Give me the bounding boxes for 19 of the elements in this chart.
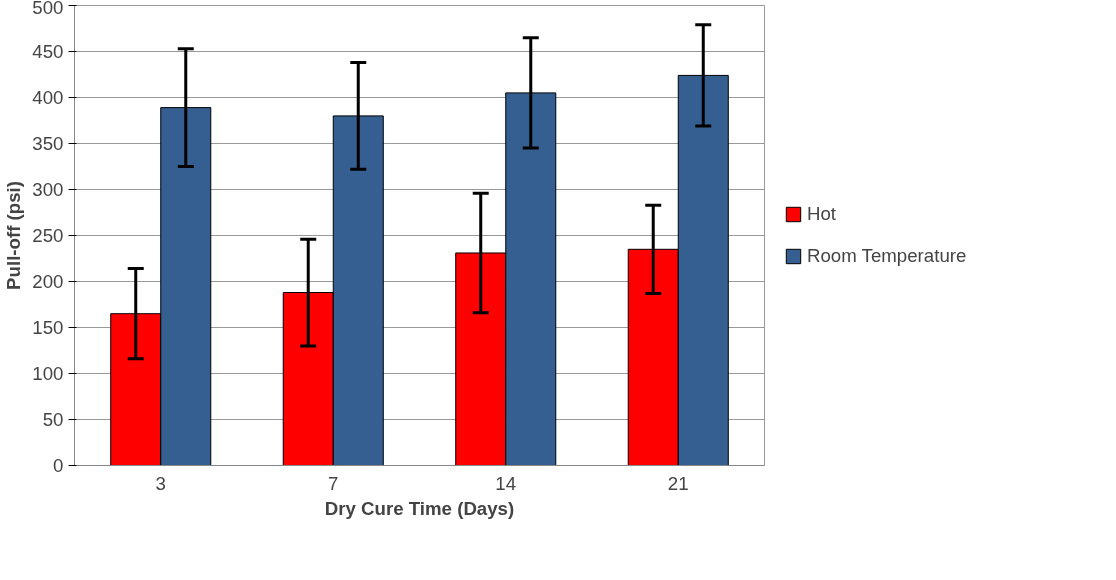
x-tick-label: 7 [328,472,339,494]
x-tick-label: 21 [667,472,689,494]
y-tick-label: 150 [32,317,64,338]
y-tick-label: 450 [32,41,64,62]
x-tick-label: 3 [155,472,166,494]
y-tick-label: 250 [32,225,64,246]
y-tick-label: 350 [32,133,64,154]
y-axis-title: Pull-off (psi) [3,181,25,290]
y-tick-label: 100 [32,363,64,384]
y-tick-label: 0 [53,455,64,476]
y-tick-label: 300 [32,179,64,200]
legend-label: Room Temperature [807,245,967,267]
y-tick-label: 200 [32,271,64,292]
x-tick-label: 14 [495,472,517,494]
y-tick-label: 400 [32,87,64,108]
x-axis-title: Dry Cure Time (Days) [324,497,515,519]
y-tick-label: 50 [42,409,64,430]
legend-label: Hot [807,203,837,225]
y-tick-label: 500 [32,0,64,18]
